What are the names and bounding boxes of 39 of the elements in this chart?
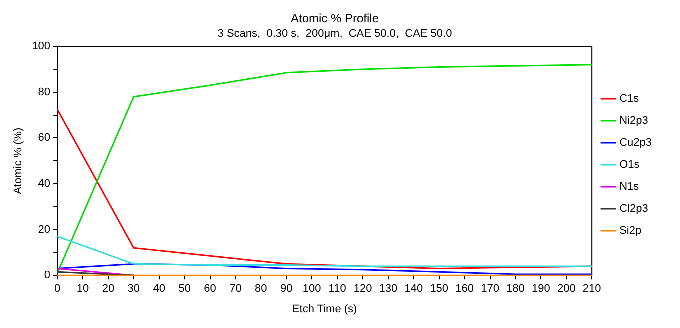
chart-subtitle: 3 Scans, 0.30 s, 200μm, CAE 50.0, CAE 50.0	[218, 28, 452, 40]
y-tick-label: 60	[38, 132, 51, 144]
x-tick-label: 100	[302, 283, 322, 296]
legend-label: C1s	[620, 93, 640, 106]
x-tick-label: 0	[54, 283, 61, 296]
y-axis-title: Atomic % (%)	[12, 128, 25, 194]
x-tick-label: 60	[204, 283, 216, 296]
x-tick-label: 170	[481, 283, 500, 296]
legend-label: N1s	[620, 181, 640, 194]
y-tick-label: 100	[32, 40, 51, 53]
y-tick-label: 80	[38, 86, 51, 98]
x-tick-label: 210	[582, 283, 602, 296]
x-tick-label: 150	[430, 283, 449, 296]
x-tick-label: 110	[328, 283, 346, 296]
y-tick-label: 20	[38, 224, 51, 236]
x-tick-label: 90	[280, 283, 293, 296]
x-tick-label: 40	[153, 283, 166, 296]
legend-label: Cl2p3	[620, 203, 648, 216]
legend-label: Si2p	[620, 225, 642, 238]
x-tick-label: 120	[354, 283, 372, 296]
x-tick-label: 180	[506, 283, 525, 296]
x-tick-label: 190	[532, 283, 550, 296]
x-tick-label: 10	[76, 283, 90, 296]
x-axis-title: Etch Time (s)	[292, 303, 358, 316]
x-tick-label: 30	[128, 283, 140, 296]
y-tick-label: 0	[44, 270, 51, 282]
legend-label: Ni2p3	[620, 115, 648, 128]
x-tick-label: 140	[404, 283, 424, 296]
y-tick-label: 40	[38, 178, 51, 190]
legend-label: Cu2p3	[620, 137, 652, 150]
chart-title: Atomic % Profile	[290, 12, 380, 26]
legend-label: O1s	[620, 159, 640, 172]
x-tick-label: 20	[102, 283, 115, 296]
x-tick-label: 200	[557, 283, 576, 296]
x-tick-label: 160	[456, 283, 474, 296]
x-tick-label: 80	[255, 283, 268, 296]
x-tick-label: 130	[379, 283, 398, 296]
x-tick-label: 70	[230, 283, 242, 296]
x-tick-label: 50	[178, 283, 191, 296]
